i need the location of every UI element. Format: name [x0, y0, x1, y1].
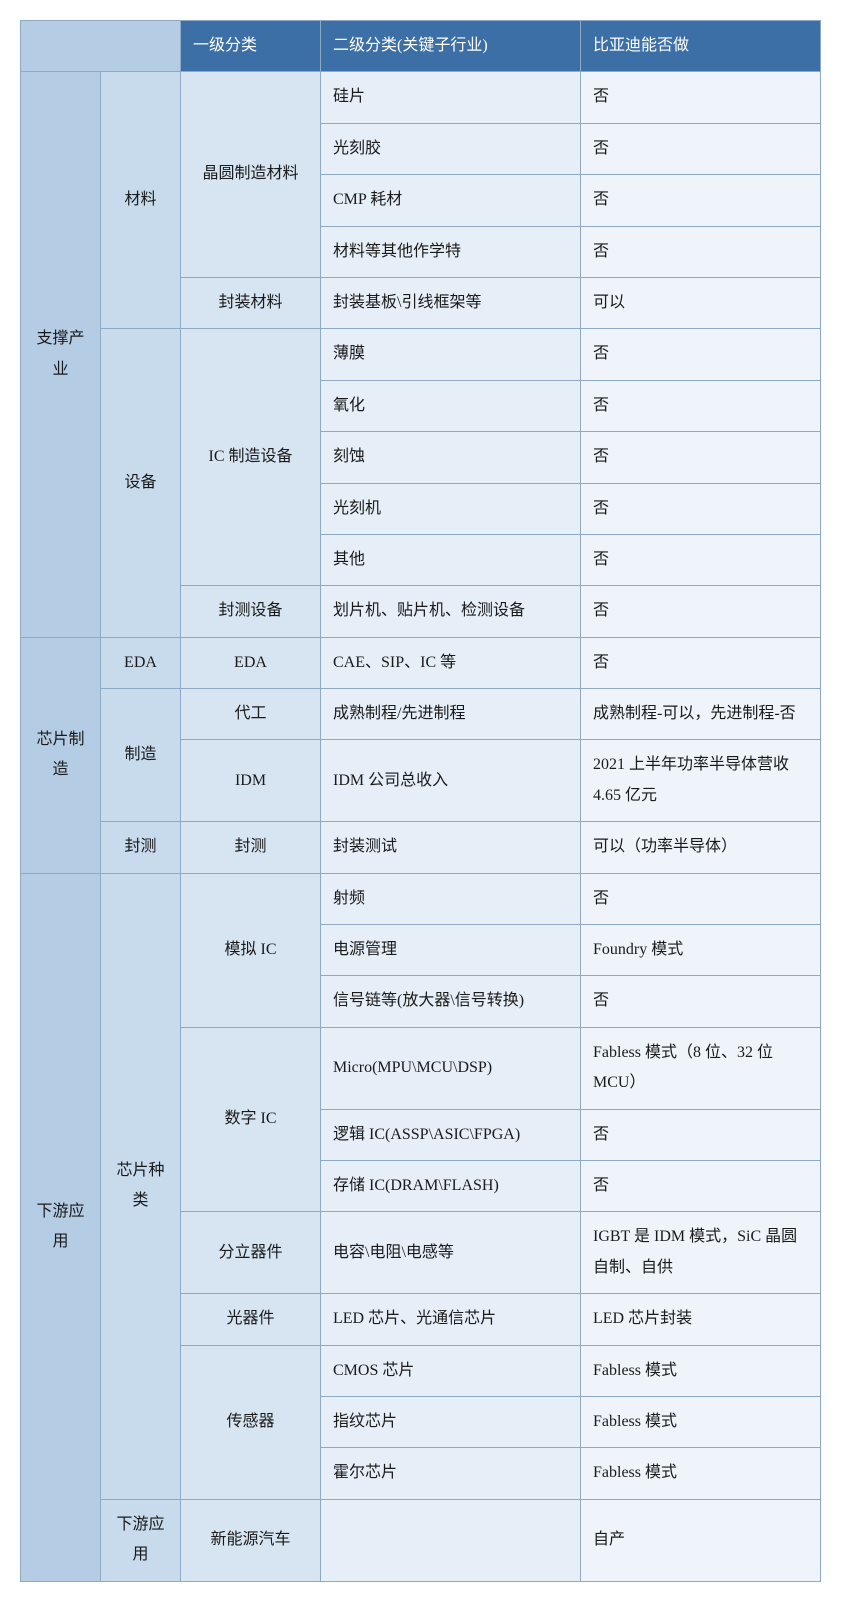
- byd-cell: 否: [581, 1160, 821, 1211]
- header-byd: 比亚迪能否做: [581, 21, 821, 72]
- byd-cell: 否: [581, 586, 821, 637]
- byd-cell: 否: [581, 329, 821, 380]
- byd-cell: IGBT 是 IDM 模式，SiC 晶圆自制、自供: [581, 1212, 821, 1294]
- level1-cell: 模拟 IC: [181, 873, 321, 1027]
- byd-cell: 否: [581, 976, 821, 1027]
- level2-cell: 封装测试: [321, 822, 581, 873]
- byd-cell: 否: [581, 380, 821, 431]
- table-row: 芯片制造EDAEDACAE、SIP、IC 等否: [21, 637, 821, 688]
- level2-cell: IDM 公司总收入: [321, 740, 581, 822]
- group-cell: 设备: [101, 329, 181, 637]
- level2-cell: Micro(MPU\MCU\DSP): [321, 1027, 581, 1109]
- level2-cell: 材料等其他作学特: [321, 226, 581, 277]
- byd-cell: Fabless 模式: [581, 1396, 821, 1447]
- level2-cell: 电源管理: [321, 925, 581, 976]
- level1-cell: EDA: [181, 637, 321, 688]
- classification-table: 一级分类 二级分类(关键子行业) 比亚迪能否做 支撑产业材料晶圆制造材料硅片否光…: [20, 20, 821, 1582]
- byd-cell: 否: [581, 175, 821, 226]
- level1-cell: 数字 IC: [181, 1027, 321, 1212]
- table-row: 下游应用芯片种类模拟 IC射频否: [21, 873, 821, 924]
- level2-cell: 信号链等(放大器\信号转换): [321, 976, 581, 1027]
- level1-cell: IC 制造设备: [181, 329, 321, 586]
- level2-cell: [321, 1499, 581, 1581]
- byd-cell: 否: [581, 123, 821, 174]
- level2-cell: 硅片: [321, 72, 581, 123]
- header-level1: 一级分类: [181, 21, 321, 72]
- table-row: 设备IC 制造设备薄膜否: [21, 329, 821, 380]
- byd-cell: 2021 上半年功率半导体营收 4.65 亿元: [581, 740, 821, 822]
- level2-cell: 划片机、贴片机、检测设备: [321, 586, 581, 637]
- table-header: 一级分类 二级分类(关键子行业) 比亚迪能否做: [21, 21, 821, 72]
- group-cell: 封测: [101, 822, 181, 873]
- section-cell: 支撑产业: [21, 72, 101, 637]
- level2-cell: 成熟制程/先进制程: [321, 689, 581, 740]
- byd-cell: 否: [581, 72, 821, 123]
- level2-cell: 存储 IC(DRAM\FLASH): [321, 1160, 581, 1211]
- table-row: 支撑产业材料晶圆制造材料硅片否: [21, 72, 821, 123]
- level1-cell: 封测: [181, 822, 321, 873]
- level2-cell: 氧化: [321, 380, 581, 431]
- level1-cell: 代工: [181, 689, 321, 740]
- byd-cell: 否: [581, 226, 821, 277]
- byd-cell: Fabless 模式: [581, 1448, 821, 1499]
- byd-cell: 可以（功率半导体）: [581, 822, 821, 873]
- level1-cell: 分立器件: [181, 1212, 321, 1294]
- level2-cell: 指纹芯片: [321, 1396, 581, 1447]
- level2-cell: 射频: [321, 873, 581, 924]
- table-row: 封测封测封装测试可以（功率半导体）: [21, 822, 821, 873]
- group-cell: 芯片种类: [101, 873, 181, 1499]
- section-cell: 芯片制造: [21, 637, 101, 873]
- level2-cell: 刻蚀: [321, 432, 581, 483]
- byd-cell: 可以: [581, 277, 821, 328]
- byd-cell: 否: [581, 483, 821, 534]
- level1-cell: 光器件: [181, 1294, 321, 1345]
- level1-cell: 新能源汽车: [181, 1499, 321, 1581]
- level1-cell: 传感器: [181, 1345, 321, 1499]
- level1-cell: 封测设备: [181, 586, 321, 637]
- level2-cell: CMOS 芯片: [321, 1345, 581, 1396]
- table-row: 下游应用新能源汽车 自产: [21, 1499, 821, 1581]
- byd-cell: 否: [581, 1109, 821, 1160]
- level2-cell: CMP 耗材: [321, 175, 581, 226]
- level1-cell: 封装材料: [181, 277, 321, 328]
- group-cell: EDA: [101, 637, 181, 688]
- table-body: 支撑产业材料晶圆制造材料硅片否光刻胶否CMP 耗材否材料等其他作学特否封装材料封…: [21, 72, 821, 1581]
- group-cell: 制造: [101, 689, 181, 822]
- level2-cell: 电容\电阻\电感等: [321, 1212, 581, 1294]
- byd-cell: 否: [581, 873, 821, 924]
- level1-cell: IDM: [181, 740, 321, 822]
- byd-cell: Foundry 模式: [581, 925, 821, 976]
- level2-cell: 其他: [321, 534, 581, 585]
- byd-cell: Fabless 模式: [581, 1345, 821, 1396]
- byd-cell: 成熟制程-可以，先进制程-否: [581, 689, 821, 740]
- byd-cell: LED 芯片封装: [581, 1294, 821, 1345]
- byd-cell: 否: [581, 534, 821, 585]
- byd-cell: 自产: [581, 1499, 821, 1581]
- header-blank: [21, 21, 181, 72]
- level2-cell: 光刻机: [321, 483, 581, 534]
- level1-cell: 晶圆制造材料: [181, 72, 321, 278]
- byd-cell: Fabless 模式（8 位、32 位 MCU）: [581, 1027, 821, 1109]
- level2-cell: 光刻胶: [321, 123, 581, 174]
- group-cell: 材料: [101, 72, 181, 329]
- table-row: 制造代工成熟制程/先进制程成熟制程-可以，先进制程-否: [21, 689, 821, 740]
- group-cell: 下游应用: [101, 1499, 181, 1581]
- level2-cell: 薄膜: [321, 329, 581, 380]
- header-level2: 二级分类(关键子行业): [321, 21, 581, 72]
- level2-cell: 封装基板\引线框架等: [321, 277, 581, 328]
- level2-cell: 逻辑 IC(ASSP\ASIC\FPGA): [321, 1109, 581, 1160]
- level2-cell: LED 芯片、光通信芯片: [321, 1294, 581, 1345]
- level2-cell: 霍尔芯片: [321, 1448, 581, 1499]
- byd-cell: 否: [581, 432, 821, 483]
- byd-cell: 否: [581, 637, 821, 688]
- level2-cell: CAE、SIP、IC 等: [321, 637, 581, 688]
